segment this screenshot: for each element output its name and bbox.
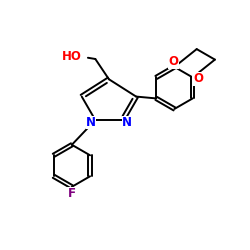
Text: N: N <box>122 116 132 128</box>
Text: HO: HO <box>62 50 82 63</box>
Text: O: O <box>193 72 203 85</box>
Text: F: F <box>68 187 76 200</box>
Text: N: N <box>86 116 96 128</box>
Text: O: O <box>168 55 178 68</box>
